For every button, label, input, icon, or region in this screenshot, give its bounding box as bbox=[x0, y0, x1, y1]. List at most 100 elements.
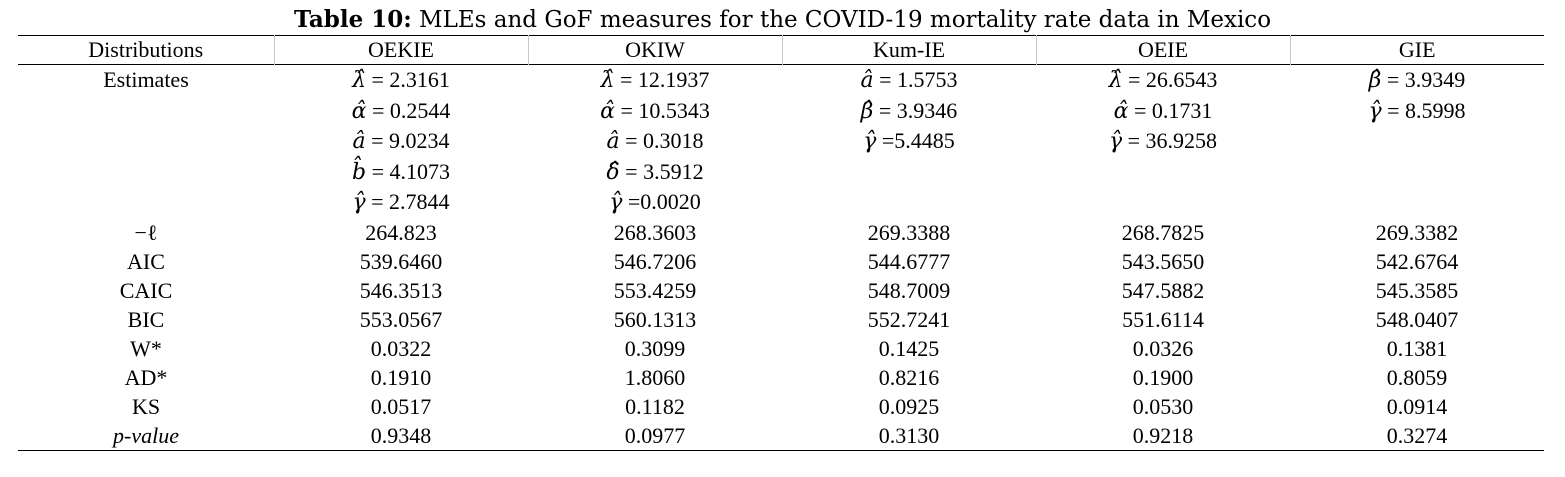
parameter-symbol: β̂ bbox=[1368, 68, 1382, 93]
table-cell: 553.0567 bbox=[359, 306, 443, 332]
table-cell: 269.3382 bbox=[1375, 219, 1459, 245]
parameter-symbol: γ̂ bbox=[1368, 98, 1382, 124]
header-row: Distributions OEKIE OKIW Kum-IE OEIE GIE bbox=[18, 35, 1544, 65]
table-cell: 547.5882 bbox=[1121, 277, 1205, 303]
table-row: BIC 553.0567 560.1313 552.7241 551.6114 548.0… bbox=[18, 305, 1544, 334]
estimates-row: Estimates λ̂ = 2.3161 α̂ = 0.2544 â = 9.02… bbox=[18, 65, 1544, 218]
table-row: p-value 0.9348 0.0977 0.3130 0.9218 0.3274 bbox=[18, 421, 1544, 450]
parameter-value: = 0.3018 bbox=[619, 128, 704, 153]
parameter-value: = 3.9346 bbox=[873, 97, 958, 123]
table-cell: 0.8059 bbox=[1386, 364, 1448, 390]
estimate-line: γ̂ = 2.7844 bbox=[274, 187, 528, 218]
estimates-cell-okiw: λ̂ = 12.1937 α̂ = 10.5343 â = 0.3018 δ̂ = 3… bbox=[528, 65, 782, 218]
estimate-line: â = 9.0234 bbox=[274, 126, 528, 157]
estimate-line: â = 1.5753 bbox=[782, 65, 1036, 96]
table-cell: 544.6777 bbox=[867, 248, 951, 274]
table-row: CAIC 546.3513 553.4259 548.7009 547.5882 545.… bbox=[18, 276, 1544, 305]
table-cell: 0.1425 bbox=[878, 335, 940, 361]
table-row: −ℓ 264.823 268.3603 269.3388 268.7825 269.338… bbox=[18, 218, 1544, 247]
table-cell: 268.3603 bbox=[613, 219, 697, 245]
table-cell: 553.4259 bbox=[613, 277, 697, 303]
estimates-cell-kum-ie: â = 1.5753 β̂ = 3.9346 γ̂ =5.4485 bbox=[782, 65, 1036, 218]
estimate-line: λ̂ = 2.3161 bbox=[274, 65, 528, 96]
row-label: CAIC bbox=[119, 277, 173, 303]
parameter-symbol: γ̂ bbox=[609, 190, 623, 215]
table-row: AIC 539.6460 546.7206 544.6777 543.5650 542.6… bbox=[18, 247, 1544, 276]
header-kum-ie: Kum-IE bbox=[782, 35, 1037, 65]
header-okiw: OKIW bbox=[528, 35, 783, 65]
row-label: AD* bbox=[124, 364, 168, 390]
table-cell: 0.8216 bbox=[878, 364, 940, 390]
parameter-symbol: δ̂ bbox=[606, 159, 620, 185]
results-table-container: Distributions OEKIE OKIW Kum-IE OEIE GIE… bbox=[18, 35, 1544, 451]
table-cell: 0.0925 bbox=[878, 393, 940, 419]
results-table: Distributions OEKIE OKIW Kum-IE OEIE GIE… bbox=[18, 35, 1544, 451]
table-cell: 548.0407 bbox=[1375, 306, 1459, 332]
parameter-value: = 2.7844 bbox=[365, 189, 450, 214]
parameter-symbol: β̂ bbox=[860, 98, 874, 124]
table-cell: 0.9348 bbox=[370, 422, 432, 448]
table-cell: 0.0977 bbox=[624, 422, 686, 448]
parameter-symbol: γ̂ bbox=[1108, 129, 1123, 154]
header-oekie: OEKIE bbox=[274, 35, 529, 65]
parameter-symbol: α̂ bbox=[1113, 98, 1129, 124]
estimates-label: Estimates bbox=[103, 67, 189, 92]
parameter-symbol: λ̂ bbox=[1108, 68, 1123, 93]
table-cell: 0.1910 bbox=[370, 364, 432, 390]
table-cell: 560.1313 bbox=[613, 306, 697, 332]
table-header: Distributions OEKIE OKIW Kum-IE OEIE GIE bbox=[18, 35, 1544, 65]
table-cell: 551.6114 bbox=[1122, 306, 1204, 332]
parameter-symbol: â bbox=[860, 68, 874, 93]
parameter-value: = 10.5343 bbox=[614, 97, 710, 123]
parameter-symbol: γ̂ bbox=[352, 190, 366, 215]
estimate-line: β̂ = 3.9349 bbox=[1290, 65, 1544, 96]
estimate-line: γ̂ = 8.5998 bbox=[1290, 96, 1544, 127]
table-row: KS 0.0517 0.1182 0.0925 0.0530 0.0914 bbox=[18, 392, 1544, 421]
row-label: AIC bbox=[127, 248, 165, 274]
caption-text: MLEs and GoF measures for the COVID-19 m… bbox=[419, 7, 1272, 33]
estimate-line: λ̂ = 12.1937 bbox=[528, 65, 782, 96]
caption-label: Table 10: bbox=[293, 6, 412, 33]
table-cell: 0.3130 bbox=[878, 422, 940, 448]
estimate-line: â = 0.3018 bbox=[528, 126, 782, 157]
table-row: AD* 0.1910 1.8060 0.8216 0.1900 0.8059 bbox=[18, 363, 1544, 392]
parameter-value: =0.0020 bbox=[622, 189, 701, 214]
table-cell: 1.8060 bbox=[624, 364, 686, 390]
table-cell: 264.823 bbox=[365, 219, 437, 245]
estimate-line: λ̂ = 26.6543 bbox=[1036, 65, 1290, 96]
table-cell: 0.1381 bbox=[1386, 335, 1448, 361]
parameter-value: = 3.9349 bbox=[1381, 67, 1466, 92]
table-cell: 543.5650 bbox=[1121, 248, 1205, 274]
parameter-symbol: α̂ bbox=[351, 98, 367, 124]
estimate-line: α̂ = 0.2544 bbox=[274, 96, 528, 127]
parameter-value: = 8.5998 bbox=[1381, 97, 1466, 123]
parameter-value: = 1.5753 bbox=[873, 67, 958, 92]
table-cell: 0.0322 bbox=[370, 335, 432, 361]
parameter-symbol: λ̂ bbox=[352, 68, 367, 93]
estimate-line: γ̂ =5.4485 bbox=[782, 126, 1036, 157]
table-cell: 268.7825 bbox=[1121, 219, 1205, 245]
estimate-line: δ̂ = 3.5912 bbox=[528, 157, 782, 188]
table-caption: Table 10: MLEs and GoF measures for the … bbox=[0, 5, 1565, 35]
table-cell: 546.7206 bbox=[613, 248, 697, 274]
estimate-line: α̂ = 10.5343 bbox=[528, 96, 782, 127]
parameter-value: = 3.5912 bbox=[619, 158, 704, 184]
estimate-line: γ̂ = 36.9258 bbox=[1036, 126, 1290, 157]
table-cell: 269.3388 bbox=[867, 219, 951, 245]
table-body: Estimates λ̂ = 2.3161 α̂ = 0.2544 â = 9.02… bbox=[18, 65, 1544, 450]
header-gie: GIE bbox=[1398, 37, 1436, 62]
table-cell: 0.3099 bbox=[624, 335, 686, 361]
header-distributions: Distributions bbox=[18, 35, 275, 65]
table-cell: 0.1182 bbox=[625, 393, 685, 419]
parameter-value: =5.4485 bbox=[876, 128, 955, 153]
parameter-value: = 36.9258 bbox=[1122, 128, 1218, 153]
table-cell: 552.7241 bbox=[867, 306, 951, 332]
header-oeie: OEIE bbox=[1036, 35, 1291, 65]
row-label: p-value bbox=[113, 422, 179, 448]
estimate-line: β̂ = 3.9346 bbox=[782, 96, 1036, 127]
parameter-symbol: λ̂ bbox=[600, 68, 615, 93]
estimate-line: b̂ = 4.1073 bbox=[274, 157, 528, 188]
table-cell: 0.0326 bbox=[1132, 335, 1194, 361]
estimates-cell-gie: β̂ = 3.9349 γ̂ = 8.5998 bbox=[1290, 65, 1544, 218]
table-cell: 0.3274 bbox=[1386, 422, 1448, 448]
